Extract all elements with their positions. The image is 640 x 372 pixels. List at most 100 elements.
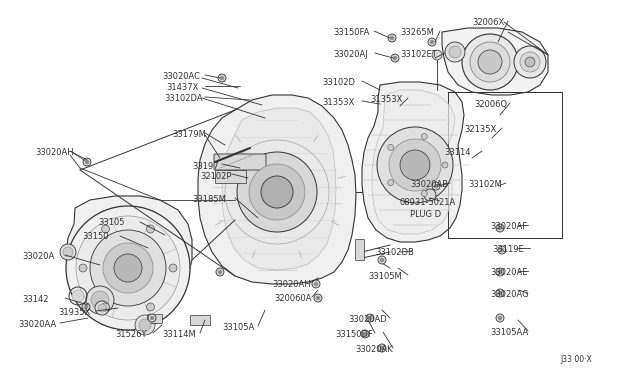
Circle shape (83, 158, 91, 166)
Circle shape (82, 303, 90, 311)
Circle shape (72, 290, 84, 302)
Circle shape (220, 76, 224, 80)
Circle shape (148, 314, 156, 322)
Circle shape (380, 258, 384, 262)
Text: 33105A: 33105A (222, 323, 254, 332)
Circle shape (361, 330, 369, 338)
Circle shape (139, 319, 151, 331)
Circle shape (432, 50, 442, 60)
Text: PLUG D: PLUG D (410, 210, 441, 219)
Circle shape (102, 225, 109, 233)
Circle shape (449, 46, 461, 58)
Text: 33119E: 33119E (492, 245, 524, 254)
Text: 31437X: 31437X (166, 83, 198, 92)
Circle shape (428, 38, 436, 46)
Circle shape (498, 291, 502, 295)
Circle shape (312, 280, 320, 288)
Circle shape (90, 230, 166, 306)
Circle shape (378, 344, 386, 352)
Text: 33265M: 33265M (400, 28, 434, 37)
Circle shape (496, 314, 504, 322)
Circle shape (218, 74, 226, 82)
Circle shape (169, 264, 177, 272)
Text: 08931-5021A: 08931-5021A (400, 198, 456, 207)
Circle shape (114, 254, 142, 282)
Text: 33020A: 33020A (22, 252, 54, 261)
Text: 33020AB: 33020AB (410, 180, 448, 189)
Text: 31526Y: 31526Y (115, 330, 147, 339)
Polygon shape (222, 108, 336, 270)
Circle shape (498, 270, 502, 274)
Circle shape (421, 134, 428, 140)
Circle shape (314, 282, 318, 286)
Circle shape (498, 246, 506, 254)
Circle shape (60, 244, 76, 260)
Circle shape (102, 303, 109, 311)
Polygon shape (198, 95, 356, 284)
Text: 33102D: 33102D (322, 78, 355, 87)
Circle shape (432, 182, 440, 190)
Circle shape (421, 190, 428, 196)
Circle shape (103, 243, 153, 293)
Circle shape (86, 286, 114, 314)
Circle shape (462, 34, 518, 90)
Circle shape (316, 296, 320, 300)
Circle shape (63, 247, 73, 257)
Text: 33142: 33142 (22, 295, 49, 304)
Circle shape (147, 225, 154, 233)
FancyBboxPatch shape (355, 240, 365, 260)
Text: 33020AD: 33020AD (348, 315, 387, 324)
Circle shape (237, 152, 317, 232)
Text: 32135X: 32135X (464, 125, 496, 134)
Circle shape (390, 36, 394, 40)
Text: 33105: 33105 (98, 218, 125, 227)
Circle shape (424, 189, 436, 201)
Circle shape (135, 315, 155, 335)
Circle shape (377, 127, 453, 203)
Polygon shape (66, 196, 192, 312)
FancyBboxPatch shape (214, 154, 266, 170)
Text: 33020AJ: 33020AJ (333, 50, 368, 59)
Text: 33150: 33150 (82, 232, 109, 241)
Circle shape (98, 304, 106, 312)
Circle shape (66, 206, 190, 330)
Circle shape (388, 180, 394, 186)
Polygon shape (442, 28, 548, 95)
Text: 33102DA: 33102DA (164, 94, 203, 103)
Text: 33105M: 33105M (368, 272, 402, 281)
Text: 33114: 33114 (444, 148, 470, 157)
Text: 33020AH: 33020AH (272, 280, 310, 289)
Text: 33020AE: 33020AE (490, 268, 527, 277)
Text: 32102P: 32102P (200, 172, 232, 181)
Text: 320060A: 320060A (274, 294, 312, 303)
Circle shape (389, 139, 441, 191)
Circle shape (216, 268, 224, 276)
Circle shape (147, 303, 154, 311)
Text: 33020AG: 33020AG (490, 290, 529, 299)
Circle shape (150, 316, 154, 320)
Circle shape (500, 248, 504, 252)
Circle shape (442, 162, 448, 168)
Text: 33179M: 33179M (172, 130, 206, 139)
Circle shape (400, 150, 430, 180)
Circle shape (363, 332, 367, 336)
Text: 33114M: 33114M (162, 330, 196, 339)
Circle shape (496, 289, 504, 297)
Circle shape (498, 226, 502, 230)
Text: 33020AC: 33020AC (162, 72, 200, 81)
Circle shape (95, 301, 109, 315)
FancyBboxPatch shape (147, 314, 163, 324)
Text: 33020AA: 33020AA (18, 320, 56, 329)
Text: 31353X: 31353X (370, 95, 403, 104)
FancyBboxPatch shape (214, 170, 246, 183)
Text: 33020AF: 33020AF (490, 222, 527, 231)
Text: 33150DF: 33150DF (335, 330, 373, 339)
Circle shape (388, 34, 396, 42)
Circle shape (525, 57, 535, 67)
Circle shape (79, 264, 87, 272)
Circle shape (91, 291, 109, 309)
Text: 33020AH: 33020AH (35, 148, 74, 157)
Text: 33105AA: 33105AA (490, 328, 528, 337)
Circle shape (314, 294, 322, 302)
Circle shape (434, 184, 438, 188)
